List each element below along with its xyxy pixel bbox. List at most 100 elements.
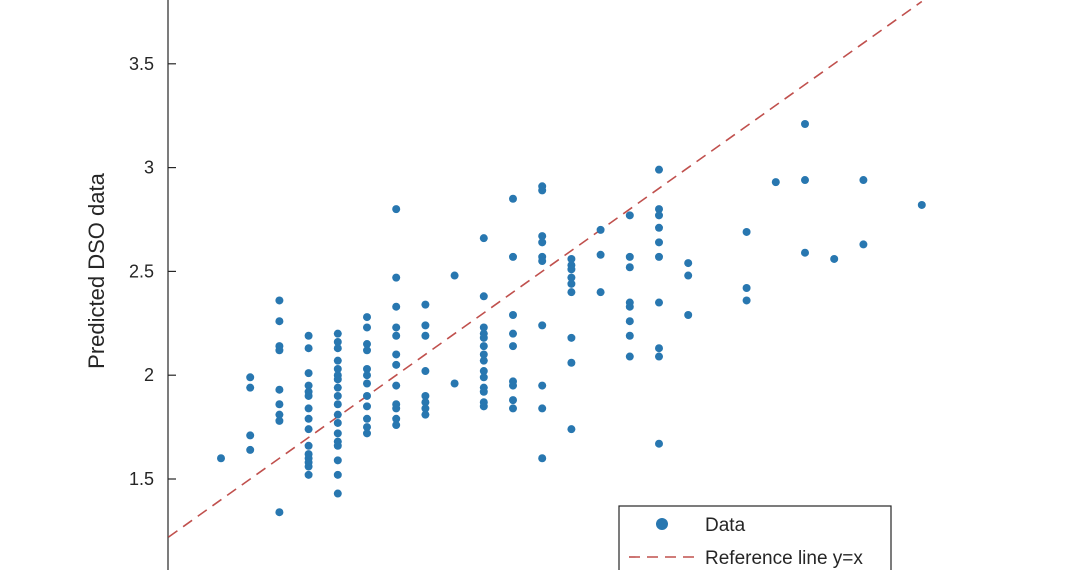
data-point — [363, 379, 371, 388]
data-point — [275, 416, 284, 425]
data-point — [333, 400, 342, 409]
y-tick-label: 2 — [144, 365, 154, 385]
data-point — [333, 375, 342, 384]
legend-box — [618, 505, 892, 570]
data-point — [538, 238, 547, 247]
data-point — [625, 317, 634, 326]
data-point — [538, 404, 547, 413]
y-tick-label: 3.5 — [129, 54, 154, 74]
data-point — [304, 425, 313, 434]
data-point — [363, 323, 371, 332]
data-point — [655, 439, 663, 448]
data-point — [538, 186, 547, 195]
data-point — [859, 240, 868, 249]
data-point — [421, 410, 430, 419]
data-point — [479, 292, 488, 301]
y-tick-label: 1.5 — [129, 469, 154, 489]
data-point — [363, 423, 371, 432]
data-point — [771, 178, 780, 187]
data-point — [742, 227, 751, 236]
data-point — [479, 333, 488, 342]
data-point — [392, 323, 401, 332]
data-point — [246, 383, 255, 392]
data-point — [538, 257, 547, 266]
data-point — [363, 364, 371, 373]
data-point — [333, 456, 342, 465]
data-point — [304, 414, 313, 423]
data-point — [509, 342, 517, 351]
data-point — [333, 337, 342, 346]
data-point — [333, 329, 342, 338]
data-point — [596, 288, 605, 297]
data-point — [479, 234, 488, 243]
data-point — [596, 225, 605, 234]
data-point — [275, 508, 284, 517]
data-point — [333, 429, 342, 438]
data-point — [392, 302, 401, 311]
data-point — [304, 344, 313, 353]
data-point — [684, 271, 693, 280]
data-point — [567, 254, 576, 263]
data-point — [304, 470, 313, 479]
data-point — [625, 302, 634, 311]
data-point — [392, 205, 401, 214]
data-point — [625, 263, 634, 272]
data-point — [509, 404, 517, 413]
data-point — [567, 279, 576, 288]
data-point — [917, 200, 926, 209]
legend-label-data: Data — [705, 515, 746, 536]
data-point — [333, 383, 342, 392]
data-point — [333, 410, 342, 419]
data-point — [392, 360, 401, 369]
data-point — [830, 254, 839, 263]
data-point — [625, 211, 634, 220]
data-point — [275, 296, 284, 305]
data-point — [304, 441, 313, 450]
data-point — [859, 176, 868, 185]
legend-label-reference: Reference line y=x — [705, 548, 863, 569]
data-point — [246, 445, 255, 454]
data-point — [333, 441, 342, 450]
data-point — [421, 331, 430, 340]
data-point — [684, 259, 693, 268]
data-point — [479, 373, 488, 382]
data-point — [567, 333, 576, 342]
y-axis: 1.5 2 2.5 3 3.5 — [129, 0, 176, 570]
data-point — [363, 391, 371, 400]
data-point — [333, 418, 342, 427]
data-point — [421, 300, 430, 309]
data-point — [392, 350, 401, 359]
data-point — [509, 381, 517, 390]
data-point — [509, 396, 517, 405]
data-point — [363, 340, 371, 349]
data-point — [655, 352, 663, 361]
data-point — [801, 176, 809, 185]
legend: Data Reference line y=x — [618, 505, 892, 570]
data-point — [333, 489, 342, 498]
data-point — [479, 323, 488, 332]
data-point — [421, 321, 430, 330]
data-point — [655, 165, 663, 174]
data-point — [392, 414, 401, 423]
y-tick-label: 2.5 — [129, 261, 154, 281]
data-point — [363, 429, 371, 438]
data-point — [304, 391, 313, 400]
data-point — [538, 321, 547, 330]
y-tick-label: 3 — [144, 158, 154, 178]
data-point — [450, 271, 459, 280]
data-point — [392, 421, 401, 430]
data-point — [304, 369, 313, 378]
data-point — [538, 232, 547, 241]
data-point — [217, 454, 225, 463]
data-point — [655, 205, 663, 214]
data-point — [304, 404, 313, 413]
data-point — [625, 331, 634, 340]
data-point — [625, 352, 634, 361]
data-point — [538, 454, 547, 463]
data-point — [246, 431, 255, 440]
data-point — [567, 358, 576, 367]
data-point — [567, 273, 576, 282]
data-point — [421, 404, 430, 413]
data-point — [625, 252, 634, 261]
